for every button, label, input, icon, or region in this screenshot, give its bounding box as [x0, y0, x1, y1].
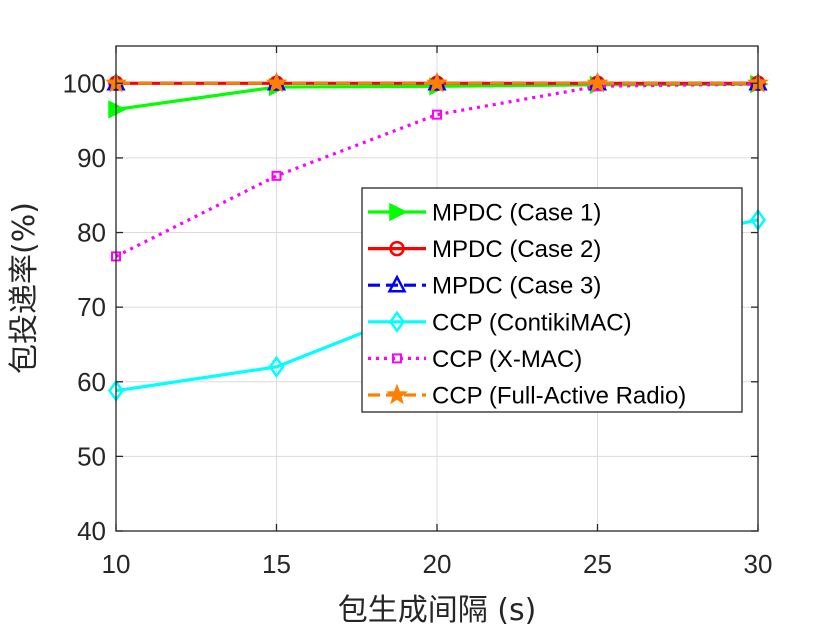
- legend-swatch-marker: [388, 310, 406, 333]
- legend-item: CCP (X-MAC): [368, 346, 582, 373]
- x-tick-label: 15: [262, 549, 291, 579]
- data-point: [271, 170, 282, 181]
- x-tick-label: 25: [583, 549, 612, 579]
- legend-label: MPDC (Case 3): [432, 273, 601, 300]
- legend-label: CCP (Full-Active Radio): [432, 383, 686, 410]
- legend-label: MPDC (Case 1): [432, 200, 601, 227]
- axis-ticks: 10 15 20 25 30 40 50 60 70 80 90 100: [63, 46, 773, 579]
- legend-label: MPDC (Case 2): [432, 236, 601, 263]
- data-point: [586, 71, 609, 93]
- data-point: [432, 109, 442, 120]
- legend: MPDC (Case 1) MPDC (Case 2) MPDC (Case 3) C…: [361, 187, 743, 413]
- data-point: [265, 71, 288, 93]
- legend-swatch-marker: [392, 353, 402, 364]
- legend-box: [361, 187, 743, 413]
- data-point: [108, 100, 127, 119]
- y-tick-label: 60: [77, 367, 106, 397]
- x-tick-label: 10: [102, 549, 131, 579]
- y-tick-label: 90: [77, 143, 106, 173]
- y-tick-label: 40: [77, 516, 106, 546]
- legend-swatch-marker: [389, 202, 408, 222]
- legend-label: CCP (ContikiMAC): [432, 309, 632, 336]
- y-tick-label: 80: [77, 218, 106, 248]
- data-point: [426, 71, 448, 93]
- legend-label: CCP (X-MAC): [432, 346, 582, 373]
- y-axis-label: 包投递率(%): [7, 202, 42, 374]
- x-tick-label: 30: [744, 549, 773, 579]
- data-point: [268, 355, 285, 378]
- legend-item: MPDC (Case 3): [368, 273, 601, 300]
- y-tick-label: 50: [77, 441, 106, 471]
- legend-item: MPDC (Case 2): [368, 236, 601, 263]
- legend-swatch-marker: [389, 240, 405, 257]
- legend-swatch-marker: [387, 274, 407, 293]
- y-tick-label: 100: [63, 68, 106, 98]
- legend-item: CCP (Full-Active Radio): [368, 383, 686, 410]
- x-tick-label: 20: [423, 549, 452, 579]
- legend-swatch-marker: [386, 383, 408, 405]
- legend-item: CCP (ContikiMAC): [368, 309, 632, 336]
- y-tick-label: 70: [77, 292, 106, 322]
- legend-item: MPDC (Case 1): [368, 200, 601, 227]
- x-axis-label: 包生成间隔 (s): [338, 593, 537, 628]
